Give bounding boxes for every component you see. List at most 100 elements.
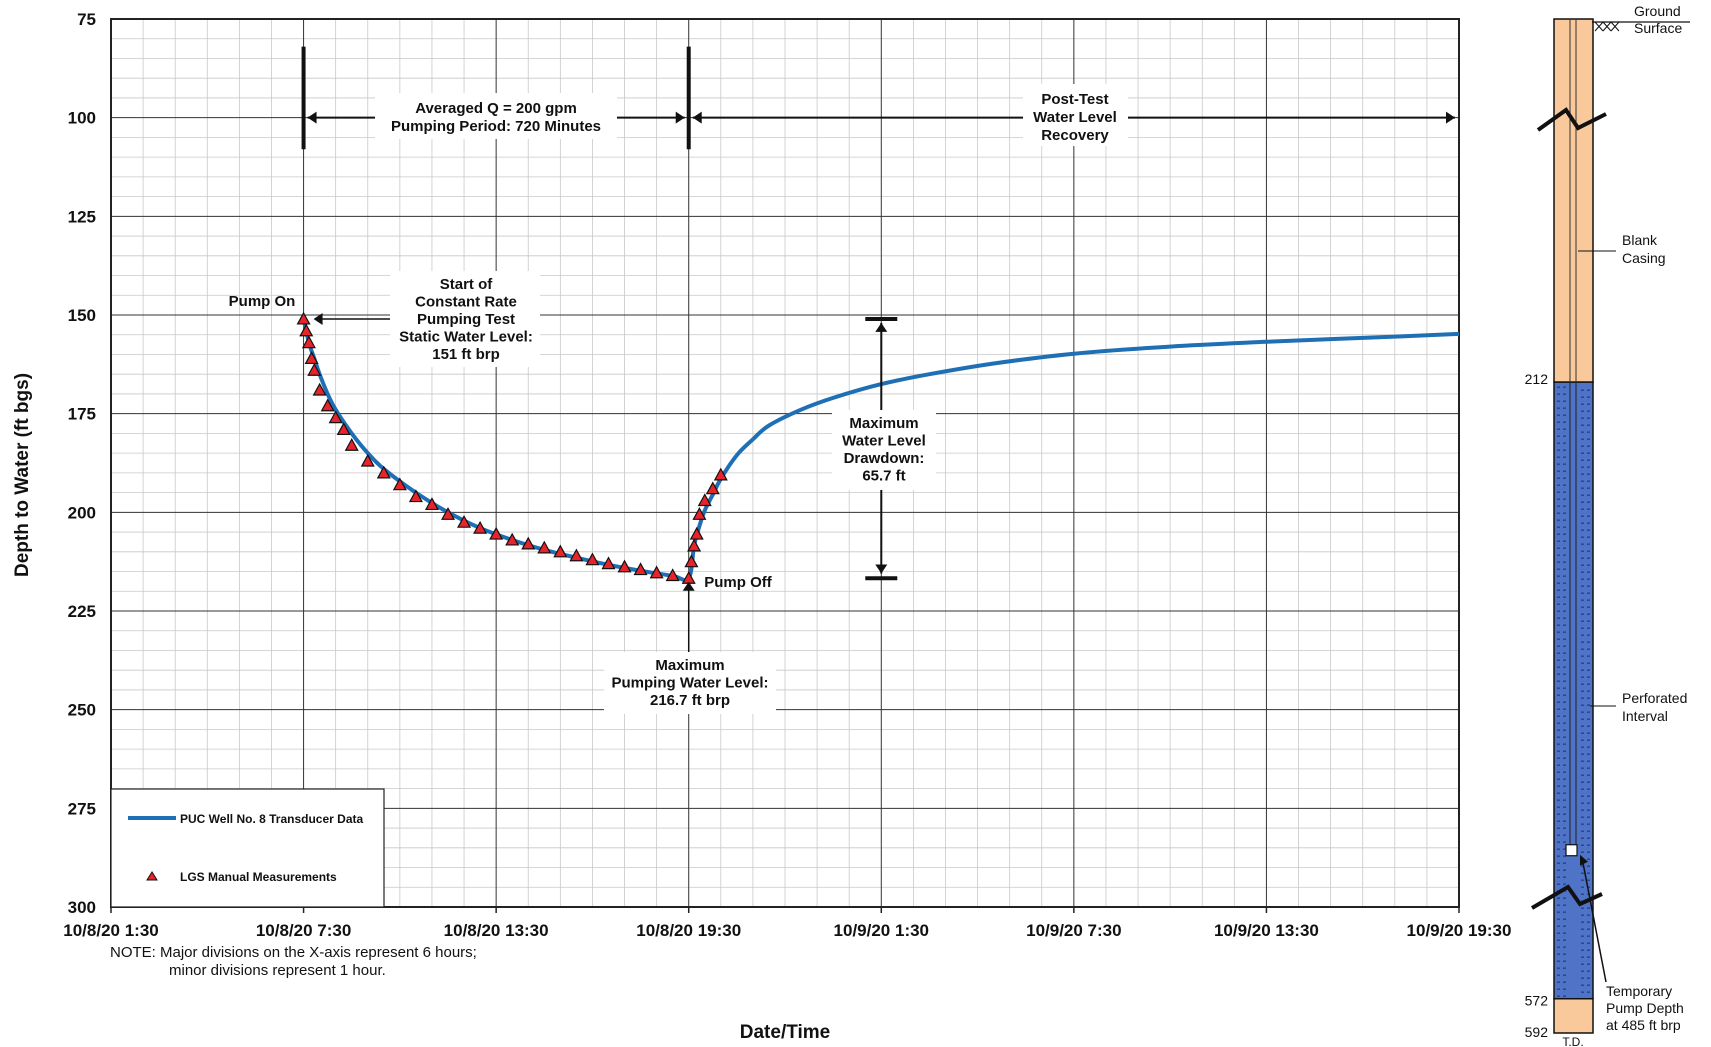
ground-surface-label: Surface [1634, 20, 1682, 36]
post-test-label: Post-Test [1041, 91, 1108, 108]
max-drawdown-label: Water Level [842, 433, 926, 450]
arrow-head [1580, 854, 1588, 866]
ground-hatch [1602, 21, 1612, 32]
manual-measurement-point [440, 507, 456, 520]
manual-measurement-point [689, 526, 704, 540]
manual-measurement-point [489, 526, 504, 540]
manual-measurement-point [633, 562, 648, 576]
y-tick-label: 225 [68, 602, 96, 621]
manual-measurement-point [649, 565, 664, 579]
manual-measurement-point [713, 467, 728, 481]
manual-measurement-point [299, 323, 314, 337]
manual-measurement-point [376, 465, 391, 479]
annotation-box [604, 652, 776, 714]
annotation-box [832, 410, 936, 490]
max-drawdown-label: Drawdown: [844, 450, 925, 467]
manual-measurement-point [505, 532, 520, 546]
manual-measurement-point [392, 477, 407, 491]
max-drawdown-label: Maximum [849, 415, 918, 432]
minor-gridlines [111, 19, 1459, 907]
start-test-label: Pumping Test [417, 311, 515, 328]
legend-box [110, 788, 385, 908]
manual-measurement-point [328, 410, 343, 424]
start-test-label: Static Water Level: [399, 329, 533, 346]
legend-label: PUC Well No. 8 Transducer Data [180, 812, 363, 826]
axis-note: NOTE: Major divisions on the X-axis repr… [110, 944, 477, 979]
x-axis-label: Date/Time [740, 1022, 830, 1043]
start-test-label: 151 ft brp [432, 346, 500, 363]
pump-depth-label: Temporary [1606, 983, 1672, 999]
manual-measurement-point [296, 311, 311, 325]
y-axis-label: Depth to Water (ft bgs) [12, 373, 33, 577]
arrow-head [313, 312, 323, 325]
y-tick-label: 275 [68, 799, 96, 818]
ground-hatch [1610, 21, 1620, 32]
x-tick-label: 10/8/20 7:30 [256, 921, 351, 940]
manual-measurement-point [457, 514, 472, 528]
arrow-head [875, 322, 888, 332]
x-tick-label: 10/8/20 1:30 [63, 921, 158, 940]
note-line: NOTE: Major divisions on the X-axis repr… [110, 944, 477, 961]
legend-marker-swatch [146, 871, 158, 881]
x-tick-label: 10/9/20 19:30 [1407, 921, 1512, 940]
arrow-head [307, 111, 317, 124]
y-tick-label: 250 [68, 701, 96, 720]
depth-label: 212 [1525, 371, 1549, 387]
pump-depth-label: Pump Depth [1606, 1000, 1684, 1016]
start-test-label: Constant Rate [415, 294, 517, 311]
manual-measurement-point [521, 536, 536, 550]
max-pumping-label: Maximum [655, 657, 724, 674]
manual-measurement-point [301, 335, 316, 349]
manual-measurement-point [601, 556, 616, 570]
max-pumping-label: Pumping Water Level: [612, 675, 769, 692]
manual-measurement-point [424, 497, 439, 511]
pump-off-label: Pump Off [704, 574, 772, 591]
x-tick-label: 10/8/20 19:30 [636, 921, 741, 940]
max-pumping-label: 216.7 ft brp [650, 692, 730, 709]
manual-measurement-point [320, 398, 335, 412]
annotation-box [1023, 84, 1128, 146]
depth-label: 592 [1525, 1024, 1549, 1040]
ground-surface-label: Ground [1634, 3, 1681, 19]
perforated-interval-label: Perforated [1622, 690, 1687, 706]
averaged-q-label: Averaged Q = 200 gpm [415, 100, 577, 117]
y-tick-label: 100 [68, 109, 96, 128]
manual-measurement-point [687, 538, 702, 552]
manual-measurement-point [569, 548, 584, 562]
x-axis-tick-labels: 10/8/20 1:30 10/8/20 7:30 10/8/20 13:30 10/… [63, 907, 1511, 940]
manual-measurement-point [553, 544, 568, 558]
td-label: T.D. [1562, 1035, 1583, 1047]
y-tick-label: 125 [68, 207, 96, 226]
manual-measurement-point [692, 507, 707, 520]
manual-measurement-point [360, 453, 375, 467]
break-mark [1536, 107, 1607, 132]
pump-callout-arrow [1581, 857, 1607, 983]
x-tick-label: 10/9/20 1:30 [834, 921, 929, 940]
manual-measurement-point [617, 559, 632, 573]
legend-label: LGS Manual Measurements [180, 870, 337, 884]
y-tick-label: 200 [68, 503, 96, 522]
manual-measurement-point [307, 363, 322, 376]
annotation-box [390, 271, 540, 367]
bottom-casing-section [1553, 997, 1594, 1034]
y-tick-label: 175 [68, 405, 96, 424]
arrow-head [682, 581, 695, 591]
perforated-interval-label: Interval [1622, 708, 1668, 724]
manual-measurement-point [585, 552, 600, 566]
x-tick-label: 10/8/20 13:30 [444, 921, 549, 940]
blank-casing-label: Casing [1622, 250, 1666, 266]
break-mark [1530, 884, 1603, 910]
max-drawdown-label: 65.7 ft [862, 468, 905, 485]
pump-depth-label: at 485 ft brp [1606, 1017, 1681, 1033]
manual-measurement-point [408, 489, 423, 503]
manual-measurement-point [312, 382, 327, 396]
manual-measurement-point [304, 351, 319, 365]
legend: PUC Well No. 8 Transducer Data LGS Manual… [110, 788, 385, 908]
series-layer [296, 311, 1460, 584]
manual-measurement-point [697, 493, 712, 507]
arrow-head [875, 564, 888, 574]
start-test-label: Start of [440, 276, 494, 293]
manual-measurement-point [537, 540, 552, 554]
